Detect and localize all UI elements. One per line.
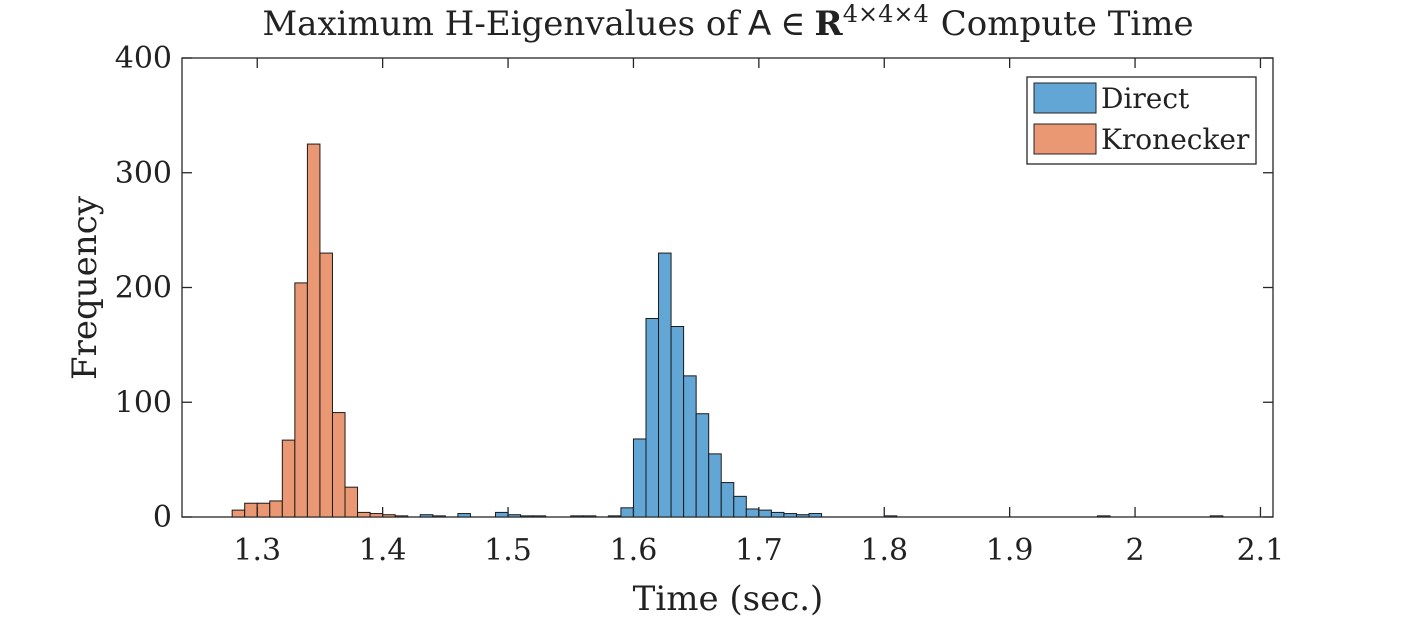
kronecker-bar <box>244 502 258 518</box>
direct-bar <box>808 513 823 518</box>
x-tick-label: 1.3 <box>233 533 281 568</box>
chart-title-suffix: Compute Time <box>941 4 1194 44</box>
kronecker-bar <box>319 252 333 518</box>
x-axis: 1.3 1.4 1.5 1.6 1.7 1.8 1.9 2 2.1 <box>233 58 1284 568</box>
chart-title-element-of: ∈ <box>780 4 805 44</box>
chart-title-set: R <box>814 4 843 44</box>
direct-bar <box>883 515 898 518</box>
kronecker-bar <box>306 143 321 518</box>
legend-swatch-direct <box>1033 82 1097 114</box>
direct-bar <box>695 413 710 518</box>
kronecker-bar <box>382 514 396 518</box>
y-tick-label: 100 <box>115 385 172 420</box>
direct-bar <box>658 252 672 518</box>
direct-bar <box>620 507 634 518</box>
legend-label-direct: Direct <box>1101 82 1190 115</box>
direct-bar <box>670 326 685 518</box>
direct-bar <box>683 375 697 518</box>
direct-bar <box>1209 515 1224 518</box>
chart-title-symbol: A <box>748 4 771 44</box>
direct-bar <box>645 317 660 518</box>
y-axis-label: Frequency <box>65 195 105 380</box>
kronecker-bar <box>344 486 359 518</box>
kronecker-bar <box>331 412 346 518</box>
direct-bar <box>432 515 446 518</box>
direct-bar <box>783 513 797 518</box>
direct-bar <box>770 511 785 518</box>
x-tick-label: 1.6 <box>610 533 658 568</box>
legend-swatch-kronecker <box>1033 123 1097 155</box>
x-tick-label: 1.9 <box>986 533 1034 568</box>
x-tick-label: 2.1 <box>1237 533 1285 568</box>
chart-title-prefix: Maximum H-Eigenvalues of <box>262 4 741 44</box>
direct-bar <box>495 511 509 518</box>
direct-bar <box>745 508 760 518</box>
y-axis: 0 100 200 300 400 <box>115 41 1273 535</box>
legend: Direct Kronecker <box>1026 76 1257 165</box>
direct-bar <box>607 515 622 518</box>
x-tick-label: 1.4 <box>359 533 407 568</box>
direct-bar <box>520 515 534 518</box>
direct-bar <box>720 482 735 518</box>
direct-bar <box>570 515 584 518</box>
kronecker-bar <box>281 439 296 518</box>
kronecker-bar <box>256 502 271 518</box>
x-tick-label: 2 <box>1126 533 1145 568</box>
direct-bar <box>758 509 772 518</box>
direct-bar <box>1096 515 1111 518</box>
direct-bar <box>507 514 522 518</box>
kronecker-bar <box>357 511 371 518</box>
direct-bar <box>532 515 547 518</box>
direct-bar <box>632 438 647 518</box>
direct-bar <box>419 514 434 518</box>
direct-bar <box>708 453 722 518</box>
kronecker-bar <box>394 515 409 518</box>
kronecker-bar <box>294 282 308 518</box>
kronecker-bar <box>369 513 384 518</box>
legend-label-kronecker: Kronecker <box>1101 123 1250 156</box>
x-tick-label: 1.7 <box>735 533 783 568</box>
kronecker-bar <box>231 509 246 518</box>
x-axis-label: Time (sec.) <box>633 579 824 619</box>
direct-bar <box>582 515 597 518</box>
y-tick-label: 0 <box>153 500 172 535</box>
x-tick-label: 1.8 <box>860 533 908 568</box>
direct-bar <box>733 495 747 518</box>
y-tick-label: 400 <box>115 41 172 76</box>
direct-bar <box>457 513 471 518</box>
direct-bars <box>419 252 1224 518</box>
chart-title: Maximum H-Eigenvalues of A ∈ R4×4×4 Compute … <box>262 0 1193 44</box>
y-tick-label: 200 <box>115 271 172 306</box>
direct-bar <box>795 514 810 518</box>
chart-title-superscript: 4×4×4 <box>843 0 929 28</box>
kronecker-bar <box>269 500 283 518</box>
kronecker-bars <box>231 143 409 518</box>
x-tick-label: 1.5 <box>484 533 532 568</box>
y-tick-label: 300 <box>115 156 172 191</box>
